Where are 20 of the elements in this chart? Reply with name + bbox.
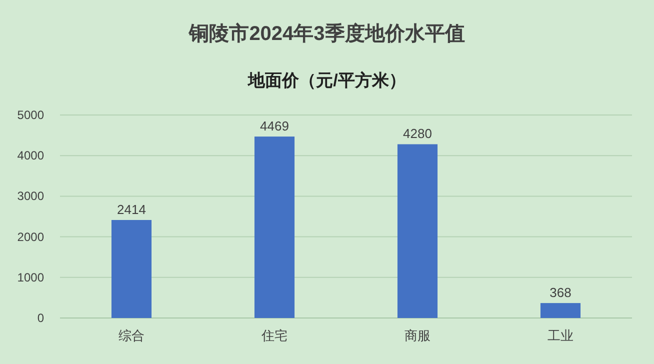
data-label: 2414 [117,202,146,217]
x-tick-label: 综合 [118,328,144,343]
data-label: 4280 [403,126,432,142]
data-label: 4469 [260,118,289,134]
y-tick-label: 4000 [17,148,44,163]
chart-title: 铜陵市2024年3季度地价水平值 [188,22,465,45]
x-tick-label: 商服 [404,328,430,343]
bar [540,303,581,318]
x-tick-label: 住宅 [260,328,288,343]
y-tick-label: 3000 [17,189,44,204]
data-label: 368 [550,285,572,300]
y-tick-label: 2000 [17,230,44,244]
x-tick-label: 工业 [548,328,574,343]
bar [397,144,438,318]
bar [254,136,295,318]
y-tick-label: 5000 [17,108,44,122]
bar [111,220,152,318]
y-tick-label: 1000 [17,270,44,284]
y-tick-label: 0 [37,311,44,325]
chart-subtitle: 地面价（元/平方米） [247,71,406,90]
